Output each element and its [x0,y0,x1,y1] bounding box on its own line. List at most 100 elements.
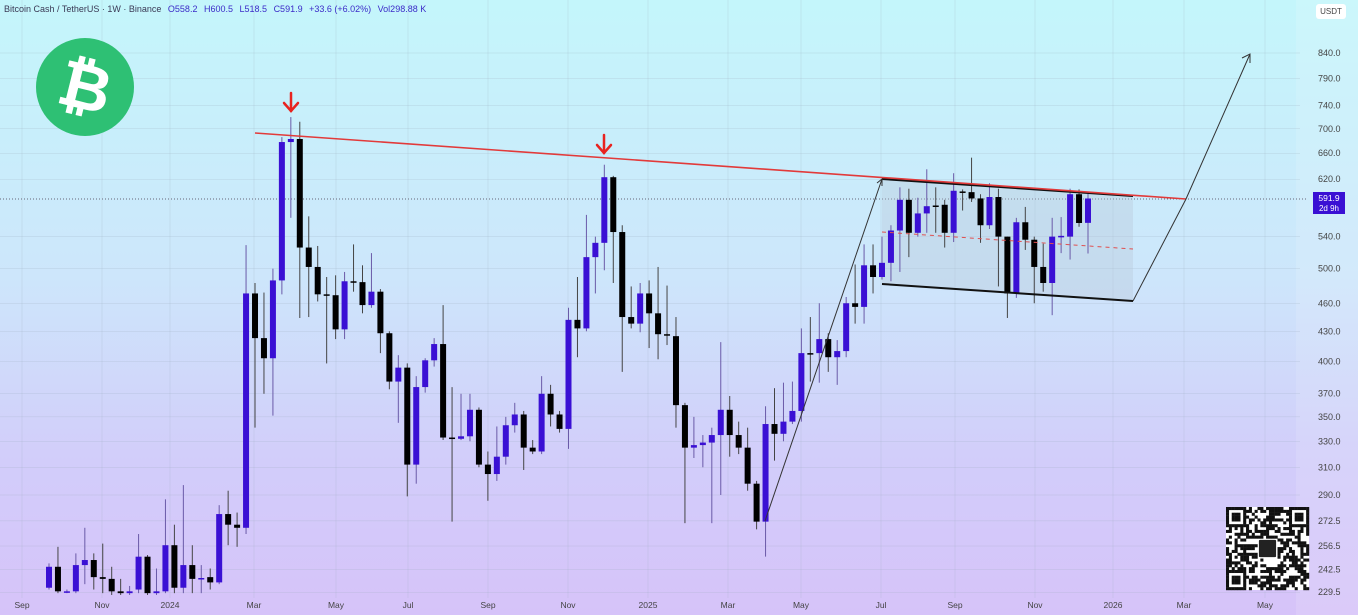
qr-module [1277,507,1281,511]
candle-body [950,190,957,233]
symbol-legend[interactable]: Bitcoin Cash / TetherUS · 1W · Binance O… [4,4,426,14]
qr-module [1297,507,1301,511]
qr-module [1226,581,1230,585]
currency-button[interactable]: USDT [1316,4,1346,19]
qr-module [1306,524,1310,528]
candle [216,505,223,585]
qr-module [1260,558,1264,562]
qr-module [1260,535,1264,539]
candle-body [896,199,903,231]
qr-module [1254,561,1258,565]
rally-path-line[interactable] [764,178,883,522]
qr-module [1274,509,1278,513]
qr-module [1263,529,1267,533]
change-value: +33.6 (+6.02%) [309,4,372,14]
qr-module [1297,512,1301,516]
qr-module [1280,509,1284,513]
candle-body [995,197,1002,237]
qr-module [1297,535,1301,539]
qr-module [1251,518,1255,522]
qr-module [1226,529,1230,533]
qr-module [1260,509,1264,513]
resistance-trendline[interactable] [254,132,1187,200]
qr-module [1228,527,1232,531]
qr-module [1300,552,1304,556]
qr-module [1280,564,1284,568]
qr-module [1254,527,1258,531]
candle [502,416,509,465]
price-tick-label: 330.0 [1318,436,1341,446]
qr-module [1291,524,1295,528]
qr-module [1231,524,1235,528]
candle [807,317,814,382]
qr-module [1288,538,1293,542]
projection-path-line[interactable] [1132,53,1251,302]
candle-body [807,353,814,355]
candle-body [1076,194,1083,223]
qr-module [1237,515,1241,519]
qr-module [1306,544,1310,548]
candle [717,342,724,495]
qr-module [1271,578,1275,582]
candle [81,527,88,585]
qr-module [1263,518,1267,522]
qr-module [1280,587,1284,591]
qr-module [1228,564,1232,568]
candle [914,197,921,237]
candle-body [690,445,697,448]
qr-module [1243,558,1247,562]
candle-body [458,436,465,439]
qr-module [1248,507,1252,511]
qr-module [1277,552,1281,556]
candle [243,245,250,535]
candle-body [422,360,429,388]
qr-module [1226,575,1230,579]
candle-body [314,266,321,295]
qr-module [1251,532,1255,536]
candle-body [923,206,930,214]
qr-module [1277,587,1281,591]
candle-body [583,257,590,329]
qr-module [1248,547,1252,551]
candle-body [610,177,617,233]
channel-bottom-line[interactable] [881,283,1134,302]
candle-body [269,280,276,359]
qr-module [1246,561,1250,565]
qr-module [1240,524,1244,528]
qr-module [1237,518,1241,522]
candle-body [1022,222,1029,240]
candle [843,296,850,358]
symbol-title: Bitcoin Cash / TetherUS · 1W · Binance [4,4,162,14]
candle [269,268,276,416]
candle [744,427,751,491]
candle-body [574,319,581,329]
qr-module [1231,561,1235,565]
high-value: H600.5 [203,4,233,14]
qr-module [1286,578,1290,582]
qr-module [1246,509,1250,513]
qr-module [1226,507,1230,511]
qr-module [1266,515,1270,519]
qr-module [1234,518,1238,522]
qr-module [1226,509,1230,513]
candle [171,524,178,594]
qr-module [1234,555,1238,559]
candle [798,328,805,422]
qr-module [1291,584,1295,588]
qr-module [1263,575,1267,579]
qr-module [1291,541,1295,545]
candle-body [63,591,70,593]
channel-top-line[interactable] [881,178,1134,197]
qr-module [1306,529,1310,533]
candle [905,188,912,258]
qr-module [1228,569,1232,574]
qr-module [1234,544,1238,548]
qr-module [1283,564,1287,568]
time-tick-label: Nov [560,600,576,610]
candle-body [511,414,518,426]
qr-module [1274,512,1278,516]
qr-module [1303,578,1307,582]
qr-module [1243,532,1247,536]
qr-module [1234,561,1238,565]
